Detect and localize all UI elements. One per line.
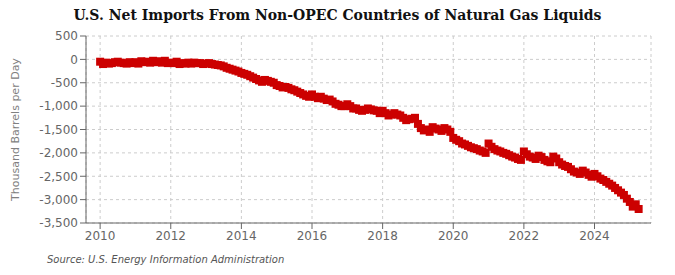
svg-text:500: 500 xyxy=(55,29,78,43)
svg-text:Thousand Barrels per Day: Thousand Barrels per Day xyxy=(9,58,22,202)
svg-text:2022: 2022 xyxy=(509,229,540,243)
svg-text:2012: 2012 xyxy=(155,229,186,243)
svg-text:2020: 2020 xyxy=(438,229,469,243)
svg-text:-2,000: -2,000 xyxy=(39,146,78,160)
svg-text:-500: -500 xyxy=(51,76,78,90)
svg-text:2018: 2018 xyxy=(367,229,398,243)
html-text:U.S. Net Imports From Non-OPEC: U.S. Net Imports From Non-OPEC Countries… xyxy=(73,7,602,23)
svg-text:-1,000: -1,000 xyxy=(39,99,78,113)
svg-text:-3,000: -3,000 xyxy=(39,193,78,207)
svg-text:2014: 2014 xyxy=(226,229,257,243)
svg-text:0: 0 xyxy=(70,53,78,67)
svg-text:-1,500: -1,500 xyxy=(39,123,78,137)
svg-text:2024: 2024 xyxy=(579,229,610,243)
svg-text:2016: 2016 xyxy=(297,229,328,243)
svg-text:-2,500: -2,500 xyxy=(39,170,78,184)
html-text:Source: U.S. Energy Informatio: Source: U.S. Energy Information Administ… xyxy=(47,254,285,265)
svg-text:2010: 2010 xyxy=(85,229,116,243)
svg-text:-3,500: -3,500 xyxy=(39,216,78,230)
